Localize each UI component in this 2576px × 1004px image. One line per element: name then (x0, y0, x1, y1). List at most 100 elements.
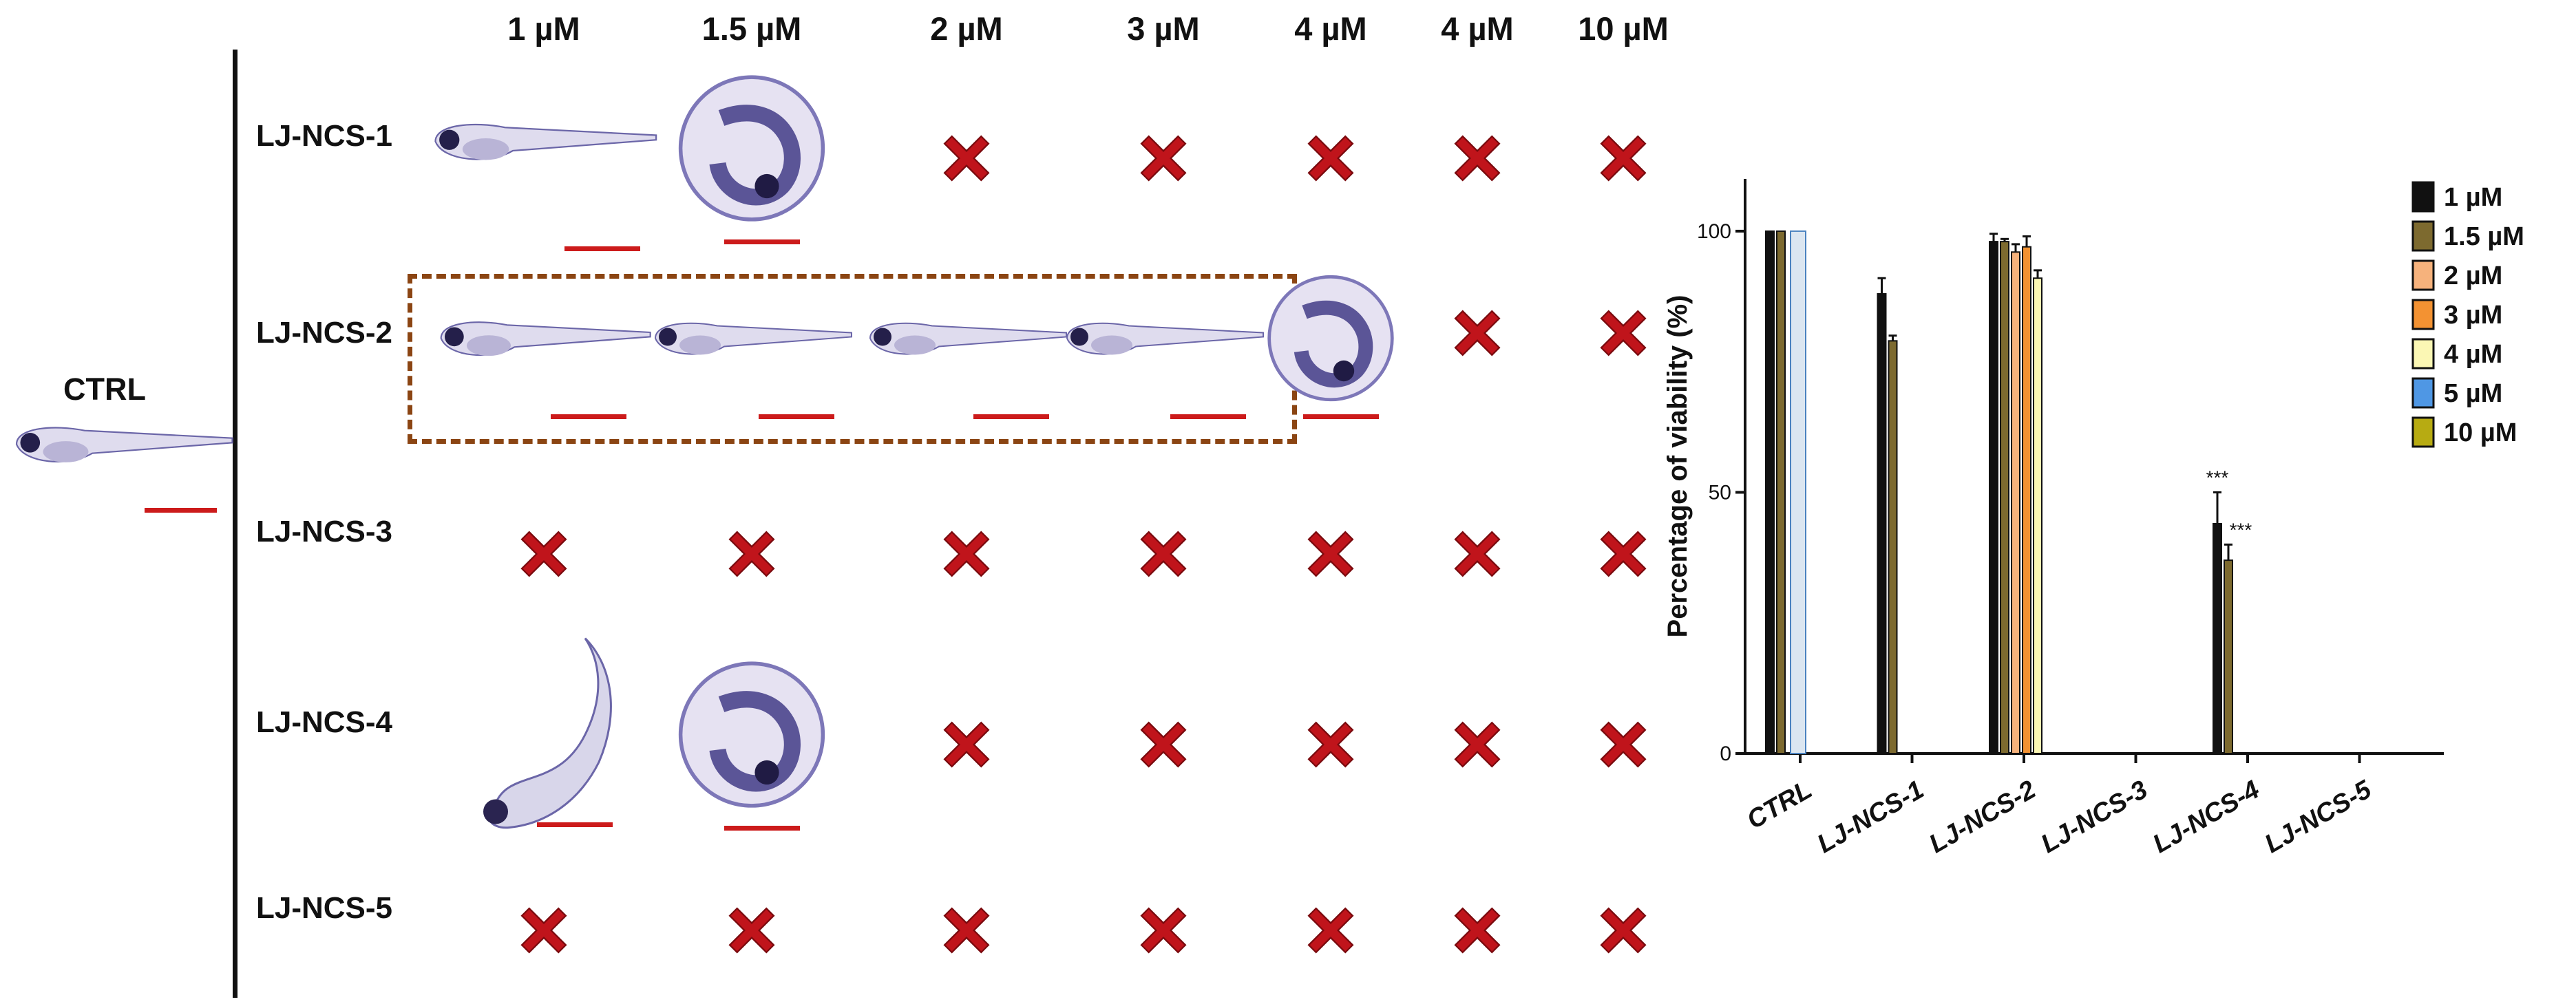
panel-divider-line (233, 50, 237, 998)
legend-swatch (2411, 377, 2435, 409)
dead-x-icon (1305, 718, 1357, 771)
dead-x-icon (1137, 718, 1190, 771)
dead-x-icon (1597, 718, 1649, 771)
dead-x-icon (1137, 528, 1190, 580)
bar (2224, 559, 2233, 754)
dead-x-icon (1451, 904, 1503, 957)
scale-bar (724, 826, 800, 831)
ctrl-label: CTRL (63, 372, 146, 407)
scale-bar (1303, 414, 1379, 419)
legend-label: 3 µM (2444, 301, 2502, 330)
x-tick-label: LJ-NCS-3 (2036, 775, 2153, 859)
bar (2011, 251, 2020, 755)
dead-x-icon (1597, 132, 1649, 184)
legend-label: 1.5 µM (2444, 222, 2524, 251)
legend-swatch (2411, 220, 2435, 252)
legend-label: 10 µM (2444, 418, 2517, 447)
scale-bar (551, 414, 626, 419)
bar (2000, 241, 2009, 755)
legend-label: 4 µM (2444, 340, 2502, 369)
scale-bar (724, 239, 800, 244)
larva-image (434, 308, 654, 373)
bar (1765, 230, 1775, 754)
dead-x-icon (518, 904, 570, 957)
y-axis-label: Percentage of viability (%) (1662, 295, 1693, 638)
dead-x-icon (1305, 904, 1357, 957)
dead-x-icon (1305, 132, 1357, 184)
dead-x-icon (940, 904, 993, 957)
legend-swatch (2411, 259, 2435, 291)
ctrl-reference-bar (1790, 230, 1806, 754)
egg-image (676, 73, 827, 228)
x-tick-label: LJ-NCS-5 (2260, 775, 2377, 859)
dead-x-icon (1597, 528, 1649, 580)
legend-label: 1 µM (2444, 183, 2502, 212)
bar (2022, 246, 2031, 754)
dead-x-icon (1597, 904, 1649, 957)
bar (2213, 523, 2222, 754)
dead-x-icon (1451, 307, 1503, 359)
egg-image (1265, 273, 1396, 407)
legend-swatch (2411, 299, 2435, 330)
y-tick-label: 50 (1709, 481, 1731, 504)
legend-swatch (2411, 416, 2435, 448)
legend-label: 2 µM (2444, 261, 2502, 290)
dead-x-icon (1597, 307, 1649, 359)
dead-x-icon (940, 718, 993, 771)
column-header: 10 µM (1578, 10, 1669, 47)
column-header: 1 µM (507, 10, 580, 47)
y-tick-label: 100 (1697, 220, 1731, 243)
dead-x-icon (1451, 718, 1503, 771)
row-label: LJ-NCS-4 (256, 705, 393, 739)
column-header: 3 µM (1127, 10, 1200, 47)
y-tick-label: 0 (1720, 743, 1731, 765)
larva-image (1060, 308, 1267, 373)
x-tick-label: LJ-NCS-4 (2148, 775, 2264, 859)
legend-swatch (2411, 181, 2435, 213)
dead-x-icon (726, 528, 778, 580)
significance-annotation: *** (2206, 467, 2229, 488)
bar (2033, 277, 2042, 754)
egg-image (676, 659, 827, 814)
bar (1877, 293, 1887, 754)
dead-x-icon (1305, 528, 1357, 580)
row-label: LJ-NCS-2 (256, 316, 393, 350)
scale-bar (973, 414, 1049, 419)
column-header: 1.5 µM (701, 10, 802, 47)
column-header: 2 µM (930, 10, 1003, 47)
larva-image (420, 111, 668, 176)
bar (1989, 241, 1998, 755)
dead-x-icon (1451, 528, 1503, 580)
dead-x-icon (1137, 132, 1190, 184)
scale-bar (564, 246, 640, 251)
row-label: LJ-NCS-5 (256, 891, 393, 925)
legend-label: 5 µM (2444, 379, 2502, 408)
x-tick-label: LJ-NCS-2 (1924, 775, 2040, 859)
scale-bar (537, 822, 613, 827)
larva-image (648, 308, 855, 373)
ctrl-larva-image (9, 414, 236, 479)
curved-larva-image (468, 632, 620, 842)
scale-bar (1170, 414, 1246, 419)
bar (1776, 230, 1786, 754)
row-label: LJ-NCS-1 (256, 119, 393, 153)
scale-bar (145, 508, 217, 513)
dead-x-icon (726, 904, 778, 957)
row-label: LJ-NCS-3 (256, 515, 393, 548)
x-tick-label: LJ-NCS-1 (1813, 775, 1929, 859)
significance-annotation: *** (2230, 519, 2252, 540)
dead-x-icon (518, 528, 570, 580)
larva-image (863, 308, 1070, 373)
dead-x-icon (1451, 132, 1503, 184)
bar (1888, 340, 1898, 754)
x-tick-label: CTRL (1742, 775, 1817, 835)
legend-swatch (2411, 338, 2435, 370)
dead-x-icon (940, 132, 993, 184)
dead-x-icon (1137, 904, 1190, 957)
scale-bar (759, 414, 834, 419)
column-header: 4 µM (1294, 10, 1367, 47)
column-header: 4 µM (1441, 10, 1514, 47)
dead-x-icon (940, 528, 993, 580)
